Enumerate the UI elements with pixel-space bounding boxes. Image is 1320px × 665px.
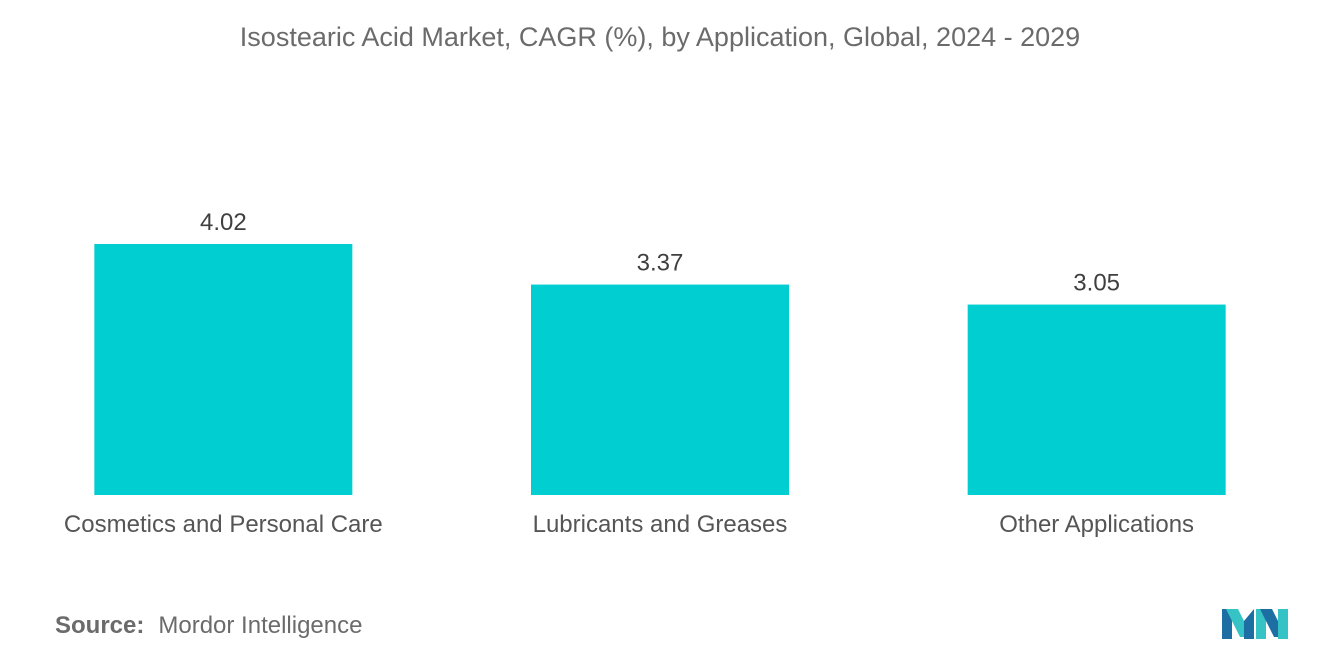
bars-layer [94,244,1226,495]
logo-shape-3 [1244,609,1254,639]
logo-shape-6 [1278,609,1288,639]
category-label-lubricants-and-greases: Lubricants and Greases [533,511,788,538]
source-value: Mordor Intelligence [158,612,363,639]
source-note: Source: Mordor Intelligence [55,612,362,640]
logo-shape-4 [1256,609,1266,639]
bar-lubricants-and-greases [531,284,789,495]
chart-title: Isostearic Acid Market, CAGR (%), by App… [239,22,1081,52]
source-label: Source: [55,612,145,639]
category-labels-layer: Cosmetics and Personal Care Lubricants an… [64,511,1194,538]
value-labels-layer: 4.02 3.37 3.05 [200,209,1120,297]
value-label-other-applications: 3.05 [1073,270,1120,297]
logo-shape-1 [1222,609,1232,639]
value-label-lubricants-and-greases: 3.37 [637,250,684,277]
bar-other-applications [967,304,1226,495]
mordor-intelligence-logo-icon [1222,609,1288,639]
bar-cosmetics-and-personal-care [94,244,353,495]
category-label-other-applications: Other Applications [999,511,1194,538]
value-label-cosmetics-and-personal-care: 4.02 [200,209,247,236]
category-label-cosmetics-and-personal-care: Cosmetics and Personal Care [64,511,383,538]
